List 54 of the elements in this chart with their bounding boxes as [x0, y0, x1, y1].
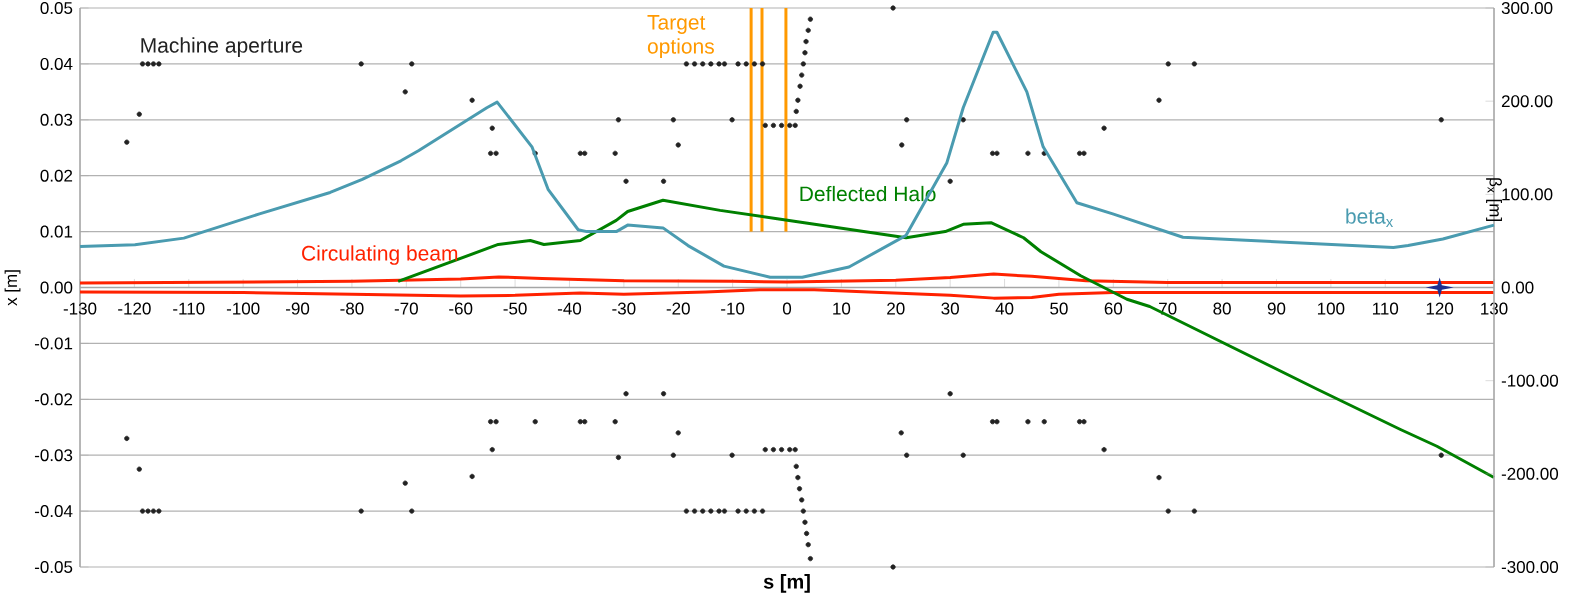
y-tick-label: 0.03 [40, 113, 73, 126]
series-label: beta$_{x}$ [1346, 208, 1394, 227]
series-label: Machine aperture [141, 37, 303, 57]
x-tick-label: 90 [1267, 302, 1286, 315]
y2-tick-label: 0.00 [1501, 281, 1534, 294]
x-tick-label: -30 [612, 302, 636, 315]
y-tick-label: 0.04 [40, 57, 73, 70]
y-tick-label: 0.02 [40, 169, 73, 182]
x-tick-label: -110 [173, 302, 205, 315]
y-axis-title: x [m] [4, 270, 21, 306]
y-tick-label: -0.03 [34, 449, 73, 462]
x-tick-label: 100 [1317, 302, 1345, 315]
y2-axis-title: β$_{x}$ [m] [1486, 178, 1502, 221]
x-tick-label: -120 [118, 302, 151, 315]
x-tick-label: 0 [782, 302, 792, 315]
x-tick-label: 110 [1372, 302, 1399, 315]
x-tick-label: 60 [1104, 302, 1123, 315]
x-tick-label: -40 [557, 302, 582, 315]
y2-tick-label: -300.00 [1501, 561, 1559, 574]
x-tick-label: 40 [995, 302, 1014, 315]
y-tick-label: -0.05 [34, 560, 73, 574]
x-tick-label: 30 [941, 302, 959, 315]
x-tick-label: -90 [286, 302, 310, 315]
x-tick-label: 130 [1481, 302, 1508, 315]
y2-tick-label: 200.00 [1501, 95, 1553, 108]
y-tick-label: 0.00 [40, 281, 73, 294]
y-tick-label: -0.01 [34, 337, 73, 350]
x-axis-title: s [m] [763, 574, 810, 593]
x-tick-label: -80 [340, 302, 364, 315]
x-tick-label: -100 [226, 302, 260, 315]
y2-tick-label: -200.00 [1501, 467, 1559, 480]
y-tick-label: 0.05 [40, 2, 73, 15]
x-tick-label: 50 [1050, 302, 1068, 315]
y-tick-label: 0.01 [40, 225, 73, 238]
series-label: Circulating beam [302, 245, 458, 265]
x-tick-label: -60 [449, 302, 473, 315]
x-tick-label: -20 [666, 302, 690, 315]
line-series [78, 272, 1496, 285]
x-tick-label: -70 [394, 302, 418, 315]
x-tick-label: 20 [887, 302, 905, 315]
y2-tick-label: -100.00 [1501, 374, 1559, 387]
x-tick-label: -50 [503, 302, 527, 315]
y2-tick-label: 100.00 [1502, 188, 1553, 201]
y2-tick-label: 300.00 [1501, 2, 1553, 15]
x-tick-label: 70 [1159, 302, 1177, 315]
x-tick-label: -10 [721, 302, 745, 315]
series-label: Target options [647, 15, 714, 58]
y-tick-label: -0.02 [34, 393, 73, 406]
x-tick-label: 80 [1213, 302, 1231, 315]
y-tick-label: -0.04 [34, 505, 73, 518]
x-tick-label: 120 [1426, 302, 1454, 315]
line-series [78, 288, 1496, 300]
x-tick-label: -130 [63, 302, 97, 315]
x-tick-label: 10 [833, 302, 851, 315]
